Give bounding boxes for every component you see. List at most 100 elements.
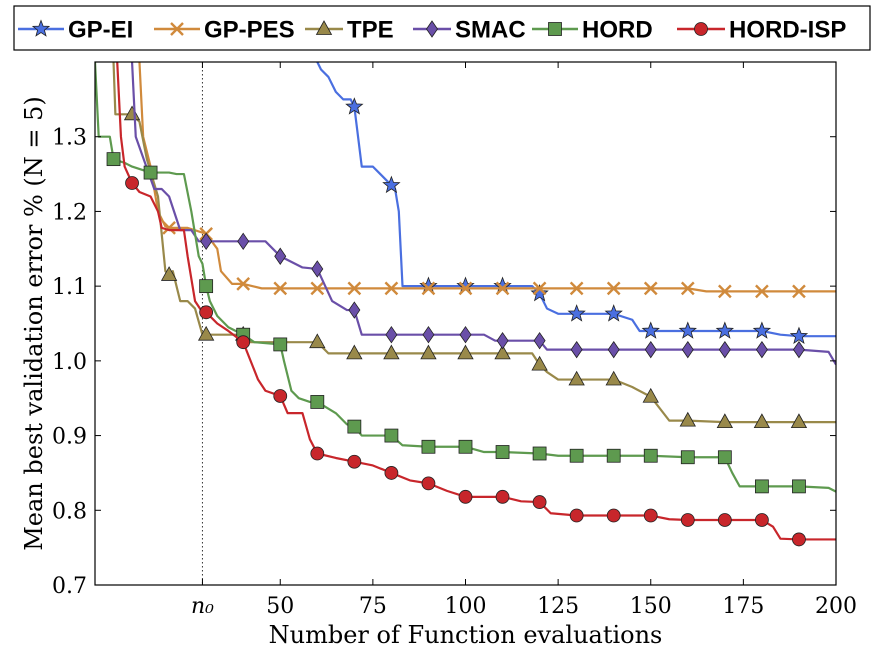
legend-marker-tpe bbox=[315, 20, 333, 35]
data-point-gp-ei bbox=[752, 321, 772, 339]
data-point-gp-pes bbox=[755, 284, 769, 299]
data-point-smac bbox=[459, 326, 472, 344]
data-point-hord bbox=[421, 439, 436, 454]
legend-marker-smac bbox=[426, 20, 438, 38]
series-gp-pes bbox=[138, 62, 836, 299]
x-tick-label: 200 bbox=[815, 594, 857, 619]
data-point-hord-isp bbox=[792, 532, 806, 547]
data-point-gp-pes bbox=[569, 281, 584, 296]
data-point-tpe bbox=[420, 344, 437, 360]
data-point-smac bbox=[348, 301, 361, 319]
data-point-gp-pes bbox=[532, 281, 547, 296]
data-point-hord bbox=[384, 428, 399, 443]
data-point-tpe bbox=[197, 325, 215, 341]
series-hord bbox=[95, 62, 836, 494]
y-tick-label: 0.7 bbox=[52, 574, 87, 599]
data-point-tpe bbox=[160, 266, 178, 281]
series-line-smac bbox=[130, 62, 836, 366]
data-point-gp-ei bbox=[641, 321, 660, 339]
series-smac bbox=[130, 62, 836, 366]
data-point-tpe bbox=[679, 411, 696, 427]
data-point-tpe bbox=[642, 387, 659, 403]
data-point-gp-pes bbox=[384, 281, 399, 296]
data-point-smac bbox=[644, 340, 657, 359]
data-point-gp-ei bbox=[678, 321, 697, 339]
series-hord-isp bbox=[116, 62, 836, 547]
legend-label: SMAC bbox=[455, 17, 526, 44]
x-axis-title: Number of Function evaluations bbox=[269, 621, 663, 649]
data-point-tpe bbox=[605, 370, 622, 386]
data-point-tpe bbox=[123, 105, 141, 121]
data-point-tpe bbox=[531, 355, 548, 371]
data-point-hord bbox=[106, 152, 121, 167]
data-point-hord-isp bbox=[680, 513, 695, 527]
legend-entry-gp-pes: GP-PES bbox=[154, 17, 295, 44]
data-point-tpe bbox=[383, 344, 400, 360]
data-point-gp-ei bbox=[789, 326, 809, 344]
y-tick-label: 0.9 bbox=[52, 425, 87, 450]
data-point-gp-pes bbox=[680, 281, 695, 296]
data-point-hord-isp bbox=[347, 454, 362, 469]
data-point-hord bbox=[680, 450, 695, 465]
data-point-tpe bbox=[568, 370, 585, 386]
data-point-tpe bbox=[753, 413, 771, 429]
data-point-gp-pes bbox=[718, 284, 732, 299]
data-point-hord bbox=[569, 448, 584, 463]
legend-entry-hord-isp: HORD-ISP bbox=[677, 17, 846, 44]
data-point-gp-ei bbox=[567, 304, 586, 322]
data-point-hord bbox=[143, 165, 158, 180]
legend-label: GP-PES bbox=[204, 17, 295, 44]
y-tick-label: 1.2 bbox=[52, 200, 87, 225]
data-point-hord bbox=[792, 479, 806, 494]
data-point-gp-pes bbox=[236, 277, 251, 291]
series-line-hord-isp bbox=[116, 62, 836, 541]
legend-marker-hord-isp bbox=[694, 22, 708, 36]
data-point-gp-pes bbox=[792, 284, 806, 299]
data-point-gp-ei bbox=[419, 276, 438, 294]
data-point-gp-pes bbox=[273, 281, 288, 296]
data-point-smac bbox=[274, 247, 287, 265]
data-point-hord bbox=[532, 446, 547, 461]
plot-area bbox=[95, 62, 836, 585]
y-tick-label: 1.0 bbox=[52, 350, 87, 375]
data-point-gp-pes bbox=[458, 281, 473, 296]
series-tpe bbox=[112, 62, 836, 429]
data-point-gp-ei bbox=[604, 304, 623, 322]
series-line-gp-ei bbox=[316, 62, 836, 338]
data-point-hord bbox=[755, 479, 769, 494]
data-point-gp-pes bbox=[162, 221, 176, 235]
data-point-hord-isp bbox=[125, 176, 139, 190]
data-point-gp-pes bbox=[310, 281, 325, 296]
x-tick-label: 175 bbox=[722, 594, 764, 619]
data-point-hord-isp bbox=[532, 495, 547, 509]
data-point-hord-isp bbox=[199, 305, 214, 320]
data-point-gp-ei bbox=[345, 97, 364, 115]
data-point-gp-pes bbox=[643, 281, 658, 296]
data-point-tpe bbox=[309, 333, 326, 349]
data-point-smac bbox=[237, 232, 250, 251]
y-tick-label: 1.1 bbox=[52, 275, 87, 300]
y-tick-label: 0.8 bbox=[52, 499, 87, 524]
legend-entry-tpe: TPE bbox=[305, 17, 394, 44]
legend-entry-hord: HORD bbox=[532, 17, 653, 44]
legend-label: TPE bbox=[347, 17, 394, 44]
data-point-hord-isp bbox=[458, 489, 473, 504]
legend: GP-EI GP-PES TPE SMAC HORD HORD-ISP bbox=[13, 5, 871, 51]
data-point-smac bbox=[533, 331, 546, 350]
data-point-hord bbox=[199, 279, 214, 294]
data-point-hord-isp bbox=[495, 489, 510, 504]
data-point-tpe bbox=[346, 344, 363, 360]
data-point-gp-pes bbox=[495, 281, 510, 296]
data-point-smac bbox=[200, 232, 213, 251]
x-tick-label: 150 bbox=[630, 594, 672, 619]
y-tick-label: 1.3 bbox=[52, 126, 87, 151]
y-axis-title: Mean best validation error % (N = 5) bbox=[20, 96, 48, 551]
series-line-gp-pes bbox=[138, 62, 836, 293]
data-point-hord bbox=[458, 439, 473, 454]
data-point-smac bbox=[385, 326, 398, 344]
data-point-hord-isp bbox=[421, 476, 436, 491]
data-point-smac bbox=[718, 340, 731, 359]
data-point-smac bbox=[792, 340, 805, 359]
legend-label: HORD-ISP bbox=[729, 17, 846, 44]
